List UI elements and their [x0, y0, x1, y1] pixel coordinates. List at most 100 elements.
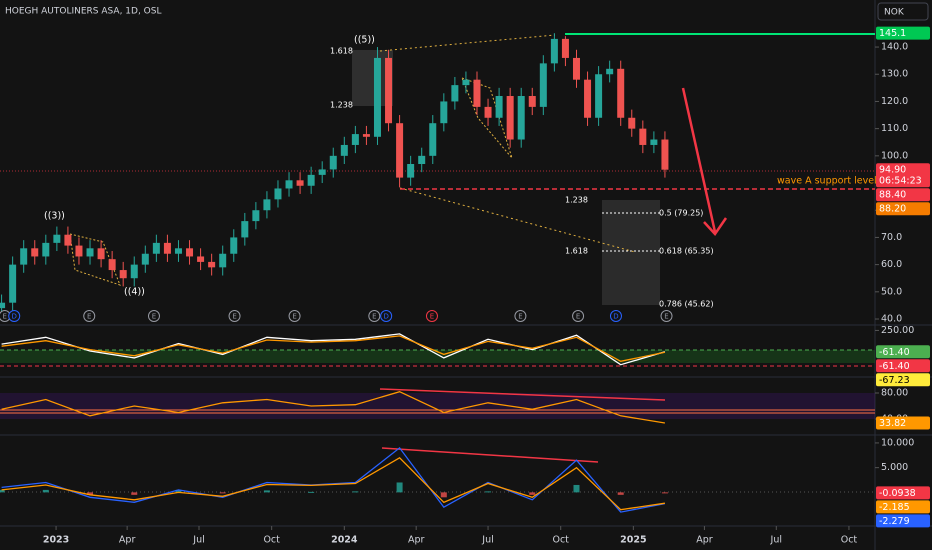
price-tag-box — [876, 188, 930, 202]
divergence-line — [379, 388, 666, 401]
candle-body — [351, 134, 359, 145]
price-tag: 145.1 — [876, 26, 930, 40]
price-tag: 33.82 — [876, 416, 930, 430]
indicator-line — [1, 456, 665, 511]
price-tag: 88.40 — [876, 188, 930, 202]
histogram-bar — [308, 491, 315, 493]
candle-body — [440, 101, 448, 124]
candle-body — [130, 264, 138, 279]
price-tag-label: -0.0938 — [879, 488, 916, 499]
candle-body — [31, 248, 39, 257]
candle-body — [639, 128, 647, 145]
price-tag-label: 88.20 — [879, 204, 906, 215]
histogram-bar — [87, 492, 94, 495]
price-tag: 88.20 — [876, 202, 930, 216]
candle-body — [64, 234, 72, 246]
candle-body — [595, 74, 603, 118]
x-tick-label: Oct — [552, 535, 569, 546]
event-marker-label: E — [292, 313, 296, 321]
price-tag-label: -2.279 — [879, 516, 910, 527]
annotation: 0.5 (79.25) — [659, 209, 703, 218]
price-tag-label: 88.40 — [879, 190, 906, 201]
histogram-bar — [573, 484, 580, 493]
candle-body — [9, 264, 17, 303]
candle-body — [42, 242, 50, 257]
price-tag-label: -61.40 — [879, 361, 910, 372]
y-tick-label: 5.000 — [881, 462, 908, 473]
event-marker-label: E — [152, 313, 156, 321]
event-marker — [380, 310, 393, 322]
candle-body — [617, 68, 625, 118]
annotation: 1.618 — [330, 47, 353, 56]
price-tag: -61.40 — [876, 359, 930, 373]
price-tag-box — [876, 514, 930, 528]
chart-title: HOEGH AUTOLINERS ASA, 1D, OSL — [5, 7, 162, 17]
indicator-line — [1, 391, 666, 424]
candle-body — [362, 134, 370, 137]
candle-body — [584, 79, 592, 118]
y-tick-label: 10.000 — [881, 437, 914, 448]
annotation: 0.786 (45.62) — [659, 300, 714, 309]
histogram-bar — [0, 489, 5, 493]
event-marker-label: E — [518, 313, 522, 321]
candle-body — [186, 248, 194, 257]
divergence-line — [381, 447, 599, 463]
event-marker-label: E — [430, 313, 434, 321]
annotation: 1.238 — [565, 196, 588, 205]
wave-channel — [69, 233, 121, 286]
candle-body — [108, 259, 116, 271]
event-marker — [288, 310, 301, 322]
event-marker — [514, 310, 527, 322]
price-tag-label: -61.40 — [879, 347, 910, 358]
y-tick-label: 120.0 — [881, 96, 908, 107]
indicator-line — [1, 335, 666, 362]
histogram-bar — [529, 492, 536, 495]
candle-body — [141, 253, 149, 265]
event-marker-label: D — [12, 313, 17, 321]
candle-body — [86, 248, 94, 257]
candle-body — [230, 237, 238, 254]
x-tick-label: 2024 — [331, 535, 358, 546]
event-marker — [572, 310, 585, 322]
price-tag-box — [876, 202, 930, 216]
candle-body — [274, 188, 282, 200]
histogram-bar — [175, 489, 182, 493]
x-tick-label: 2025 — [620, 535, 646, 546]
forecast-arrow — [681, 87, 717, 233]
candle-body — [318, 169, 326, 175]
candle-body — [484, 106, 492, 118]
candle-body — [119, 270, 127, 279]
histogram-bar — [661, 492, 668, 494]
histogram-bar — [131, 492, 138, 495]
candle-body — [219, 253, 227, 268]
price-tag: -67.23 — [876, 373, 930, 387]
histogram-bar — [352, 491, 359, 493]
candle-body — [407, 163, 415, 178]
candle-body — [661, 139, 669, 170]
annotation: ((3)) — [44, 211, 65, 222]
candle-body — [152, 242, 160, 254]
price-tag-box — [876, 373, 930, 387]
candle-body — [296, 180, 304, 186]
annotation: 1.618 — [565, 247, 588, 256]
candle-body — [462, 79, 470, 86]
currency: NOK — [884, 8, 905, 18]
event-marker — [609, 310, 622, 322]
annotation: ((4)) — [124, 287, 145, 298]
event-marker-label: E — [232, 313, 236, 321]
currency-box[interactable] — [877, 2, 929, 21]
candle-body — [606, 68, 614, 75]
y-tick-label: 110.0 — [881, 123, 908, 134]
event-marker-label: D — [383, 313, 388, 321]
event-marker-label: E — [3, 313, 7, 321]
x-tick-label: Jul — [481, 535, 493, 546]
candle-body — [418, 155, 426, 164]
y-tick-label: 140.0 — [881, 42, 908, 53]
candle-body — [473, 79, 481, 107]
histogram-bar — [440, 492, 447, 498]
candle-body — [20, 248, 28, 265]
event-marker — [147, 310, 160, 322]
y-tick-label: 80.00 — [881, 388, 908, 399]
